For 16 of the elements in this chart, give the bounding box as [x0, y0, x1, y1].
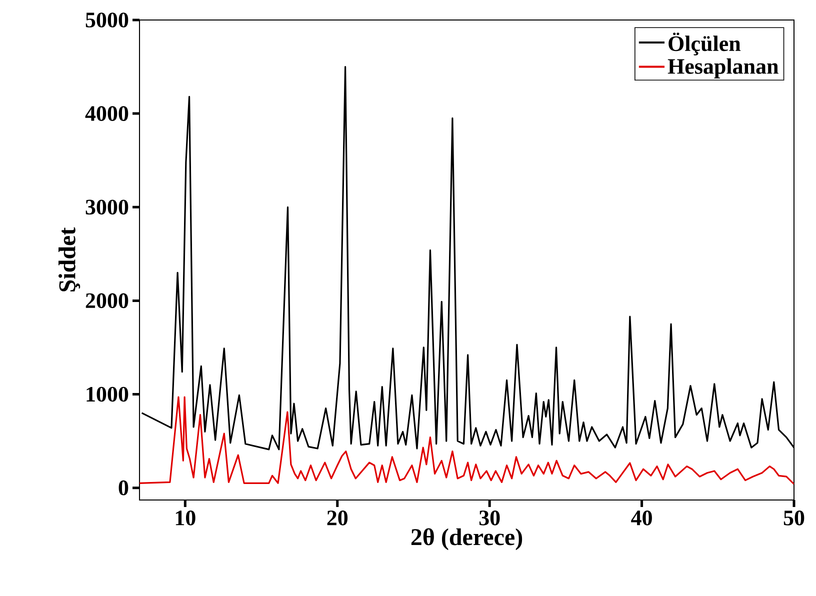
y-tick-label: 0	[118, 480, 128, 496]
x-tick-label: 50	[784, 510, 804, 526]
y-axis-title: Şiddet	[58, 227, 80, 292]
x-tick-label: 10	[176, 510, 196, 526]
line-series	[140, 396, 794, 485]
y-tick-label: 4000	[85, 106, 128, 121]
legend-label: Ölçülen	[668, 32, 741, 56]
y-tick-label: 3000	[86, 200, 128, 215]
y-tick-label: 5000	[86, 12, 128, 28]
x-tick-label: 20	[327, 510, 348, 526]
y-tick-label: 1000	[86, 386, 128, 402]
x-axis-title: 2θ (derece)	[411, 528, 522, 550]
legend-label: Hesaplanan	[668, 58, 778, 78]
x-tick-label: 40	[631, 510, 652, 526]
y-tick-label: 2000	[86, 293, 128, 308]
x-tick-label: 30	[479, 510, 500, 526]
